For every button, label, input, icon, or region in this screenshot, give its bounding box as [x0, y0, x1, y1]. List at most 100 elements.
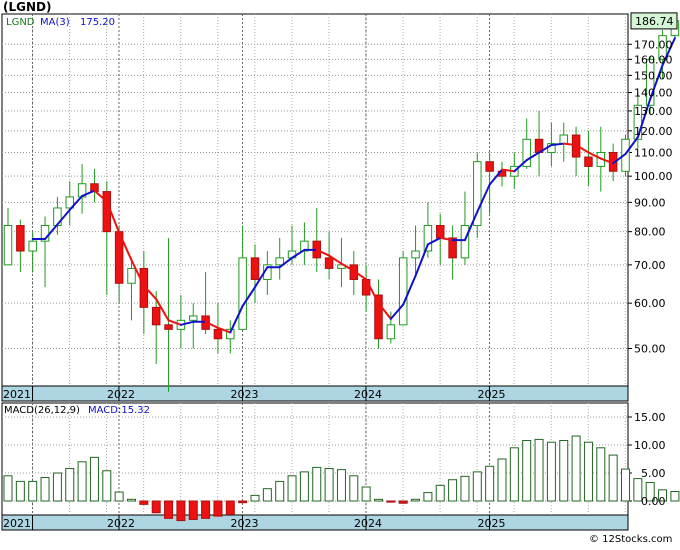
macd-bar [336, 469, 346, 502]
candle-body [16, 225, 25, 252]
candle-body [645, 58, 655, 106]
x-tick-label: 2025 [477, 388, 505, 401]
macd-bar [275, 480, 285, 502]
ma-line-segment [155, 298, 170, 322]
macd-bar [658, 489, 668, 502]
candle-body [411, 250, 420, 259]
ma-line-segment [93, 189, 108, 203]
candle-body [522, 138, 531, 167]
ma-line-segment [229, 304, 244, 334]
macd-bar [608, 454, 618, 502]
candle-body [3, 225, 13, 266]
ma-line-segment [463, 210, 479, 242]
x-tick-label: 2025 [477, 517, 505, 530]
macd-bar [497, 458, 507, 502]
ma-line-segment [105, 200, 121, 234]
macd-bar [534, 438, 544, 502]
candle-body [460, 225, 470, 259]
macd-bar [423, 492, 433, 502]
candle-body [386, 324, 396, 340]
legend-ma-value: 175.20 [80, 17, 115, 28]
macd-bar [139, 500, 149, 505]
price-tick-label: 100.00 [634, 170, 673, 183]
candle-body [621, 138, 630, 172]
ma-line-segment [352, 269, 368, 281]
macd-bar [28, 480, 38, 502]
macd-tick-label: 10.00 [634, 439, 666, 452]
ma-line-segment [550, 142, 565, 147]
x-tick-label: 2022 [107, 388, 135, 401]
ma-line-segment [328, 254, 343, 265]
ma-line-segment [624, 136, 639, 155]
price-tick-label: 120.00 [634, 125, 673, 138]
price-tick-label: 130.00 [634, 105, 673, 118]
candle-body [448, 237, 457, 259]
macd-bar [225, 500, 235, 515]
macd-bar [250, 494, 260, 502]
price-date-band [1, 385, 629, 402]
macd-bar [151, 500, 161, 514]
macd-bar [287, 475, 297, 502]
x-tick-label: 2023 [230, 388, 258, 401]
ma-line-segment [377, 302, 392, 320]
legend-ma-label: MA(3) [40, 17, 70, 28]
ma-line-segment [439, 236, 454, 242]
candle-body [361, 278, 371, 296]
ma-line-segment [587, 151, 602, 160]
ma-line-segment [278, 256, 294, 269]
macd-bar [324, 468, 334, 502]
candle-body [423, 225, 433, 252]
ma-line-segment [661, 37, 676, 67]
macd-bar [188, 500, 198, 520]
macd-tick-label: 5.00 [641, 467, 666, 480]
ma-line-segment [612, 152, 627, 165]
last-price-label: 186.74 [635, 15, 674, 28]
price-tick-label: 80.00 [634, 226, 666, 239]
ma-line-segment [291, 248, 306, 259]
x-tick-label: 2024 [354, 388, 382, 401]
macd-bar [374, 498, 383, 502]
macd-tick-label: 15.00 [634, 411, 666, 424]
macd-legend-label: MACD(26,12,9) [4, 405, 80, 416]
macd-date-band [1, 514, 629, 531]
price-panel-frame [1, 13, 629, 387]
ma-line-segment [68, 195, 84, 211]
price-tick-label: 90.00 [634, 196, 666, 209]
ma-line-segment [167, 319, 182, 326]
ma-line-segment [414, 243, 429, 277]
ma-line-segment [179, 320, 195, 326]
macd-bar [559, 440, 569, 502]
macd-bar [633, 478, 643, 502]
ma-line-segment [204, 320, 219, 329]
macd-bar [262, 488, 272, 502]
macd-bar [411, 498, 421, 502]
macd-bar [349, 475, 359, 502]
candle-body [349, 264, 359, 280]
macd-bar [472, 471, 482, 502]
ma-line-segment [476, 183, 491, 213]
candle-body [436, 225, 445, 239]
candle-body [139, 267, 149, 308]
ma-line-segment [315, 248, 331, 257]
last-price-tag [630, 12, 678, 30]
macd-bar [435, 484, 445, 502]
ma-line-segment [426, 236, 442, 246]
macd-bar [3, 475, 13, 502]
candle-body [238, 257, 247, 330]
macd-bar [386, 500, 396, 503]
ma-line-segment [44, 223, 59, 241]
candle-body [584, 156, 593, 167]
macd-bar [114, 491, 124, 502]
macd-bar [398, 500, 408, 504]
macd-bar [583, 441, 593, 502]
candle-body [473, 161, 482, 227]
candle-body [65, 196, 74, 209]
candle-body [559, 134, 568, 145]
price-tick-label: 170.00 [634, 38, 673, 51]
price-tick-label: 60.00 [634, 297, 666, 310]
macd-bar [40, 476, 50, 502]
macd-bar [522, 440, 532, 502]
price-tick-label: 150.00 [634, 69, 673, 82]
